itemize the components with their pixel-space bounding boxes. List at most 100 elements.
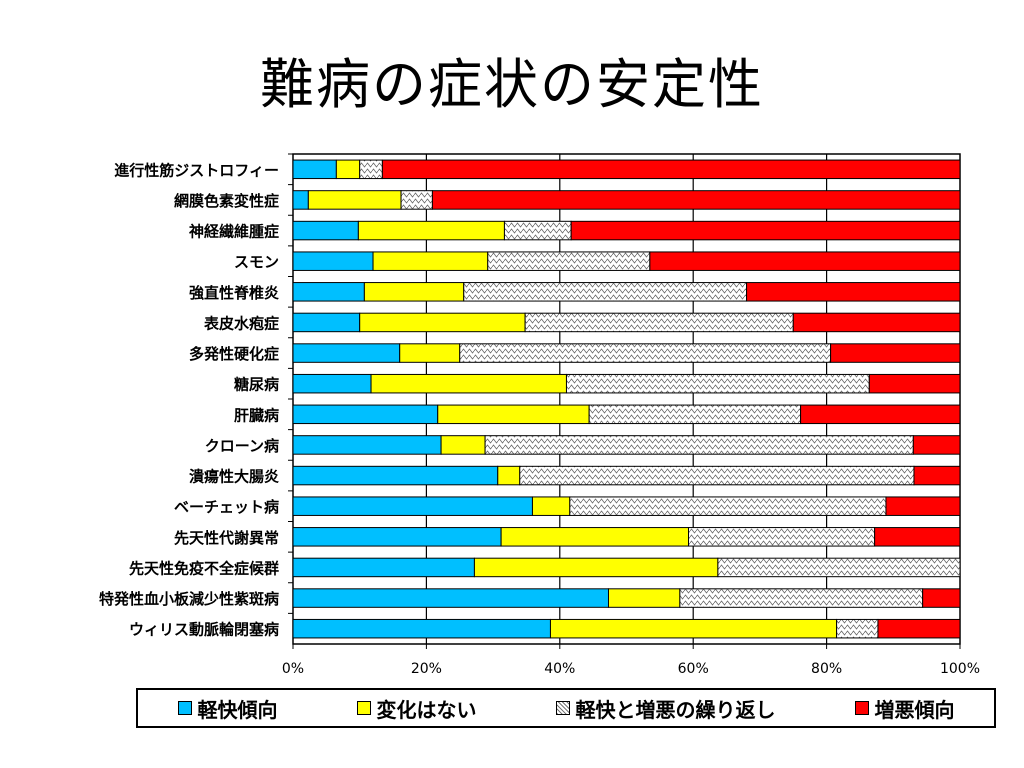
bar-no-change-15 [549, 618, 838, 639]
bar-no-change-8 [437, 404, 590, 425]
bar-worsening-3 [649, 251, 961, 271]
bar-no-change-1 [307, 190, 402, 210]
bar-fluctuating-15 [836, 618, 879, 639]
bar-worsening-5 [792, 312, 961, 333]
y-tick-label-2: 神経繊維腫症 [189, 223, 279, 241]
bar-worsening-4 [746, 282, 961, 302]
legend: 軽快傾向 変化はない 軽快と増悪の繰り返し 増悪傾向 [136, 688, 996, 728]
legend-item-worsening: 増悪傾向 [854, 694, 955, 723]
bar-no-change-0 [335, 159, 361, 180]
bar-worsening-1 [431, 190, 961, 210]
x-tick-label-4: 80% [811, 661, 842, 677]
bar-no-change-6 [399, 343, 461, 363]
bar-improving-2 [292, 220, 359, 241]
bar-improving-12 [292, 527, 502, 547]
bar-fluctuating-4 [463, 282, 748, 302]
bar-improving-8 [292, 404, 439, 425]
y-tick-label-3: スモン [234, 253, 279, 271]
plot-area: 0% 20% 40% 60% 80% 100% 進行性筋ジストロフィー網膜色素変性症神経繊維… [99, 153, 980, 677]
bar-fluctuating-8 [588, 404, 802, 425]
bar-fluctuating-12 [688, 527, 876, 547]
bar-improving-10 [292, 465, 499, 486]
legend-item-fluctuating: 軽快と増悪の繰り返し [555, 694, 776, 723]
bar-no-change-5 [359, 312, 526, 333]
bar-improving-11 [292, 496, 533, 516]
y-tick-label-12: 先天性代謝異常 [174, 529, 279, 547]
bar-worsening-11 [885, 496, 961, 516]
bar-no-change-3 [372, 251, 489, 271]
bar-worsening-0 [381, 159, 961, 180]
y-tick-label-14: 特発性血小板減少性紫斑病 [99, 590, 279, 608]
legend-label-fluctuating: 軽快と増悪の繰り返し [575, 697, 776, 722]
x-tick-label-2: 40% [544, 661, 575, 677]
bar-worsening-9 [912, 435, 961, 455]
chart-title: 難病の症状の安定性 [260, 53, 764, 116]
bar-no-change-4 [363, 282, 465, 302]
y-tick-label-5: 表皮水疱症 [204, 314, 279, 332]
y-tick-label-7: 糖尿病 [234, 376, 279, 394]
bar-worsening-2 [570, 220, 961, 241]
bar-improving-4 [292, 282, 365, 302]
bar-fluctuating-5 [524, 312, 794, 333]
y-tick-label-4: 強直性脊椎炎 [189, 284, 279, 302]
bar-improving-1 [292, 190, 309, 210]
bar-fluctuating-10 [519, 465, 915, 486]
legend-label-worsening: 増悪傾向 [874, 697, 955, 722]
x-tick-label-0: 0% [282, 661, 304, 677]
bar-improving-5 [292, 312, 361, 333]
legend-swatch-no-change [356, 701, 371, 715]
y-tick-label-8: 肝臓病 [234, 406, 279, 424]
bar-fluctuating-11 [569, 496, 887, 516]
y-tick-label-1: 網膜色素変性症 [174, 192, 279, 210]
bar-worsening-6 [830, 343, 961, 363]
bar-fluctuating-6 [459, 343, 832, 363]
bar-improving-6 [292, 343, 401, 363]
legend-label-no-change: 変化はない [376, 697, 477, 722]
y-tick-label-13: 先天性免疫不全症候群 [129, 559, 279, 577]
bar-improving-9 [292, 435, 442, 455]
bar-no-change-2 [357, 220, 505, 241]
bar-improving-0 [292, 159, 337, 180]
legend-label-improving: 軽快傾向 [197, 697, 278, 722]
bar-worsening-10 [913, 465, 961, 486]
bar-no-change-7 [370, 373, 567, 394]
bar-worsening-15 [877, 618, 961, 639]
bar-improving-7 [292, 373, 372, 394]
legend-swatch-worsening [854, 701, 869, 715]
bar-no-change-11 [531, 496, 571, 516]
y-tick-label-0: 進行性筋ジストロフィー [114, 161, 279, 179]
bar-fluctuating-3 [487, 251, 651, 271]
x-tick-label-5: 100% [940, 661, 980, 677]
x-tick-label-3: 60% [678, 661, 709, 677]
bar-no-change-13 [473, 557, 719, 578]
bar-worsening-8 [800, 404, 961, 425]
legend-item-no-change: 変化はない [356, 694, 477, 723]
bar-fluctuating-7 [565, 373, 870, 394]
bar-no-change-12 [500, 527, 690, 547]
bar-improving-15 [292, 618, 551, 639]
bar-improving-3 [292, 251, 374, 271]
y-tick-label-15: ウィリス動脈輪閉塞病 [129, 621, 279, 639]
bar-fluctuating-13 [717, 557, 961, 578]
bar-worsening-14 [922, 588, 961, 608]
bar-fluctuating-2 [503, 220, 572, 241]
stacked-bar-chart: 0% 20% 40% 60% 80% 100% 進行性筋ジストロフィー網膜色素変性症神経繊維… [99, 153, 980, 677]
y-tick-label-10: 潰瘍性大腸炎 [189, 468, 279, 486]
bar-worsening-12 [874, 527, 961, 547]
y-tick-label-9: クローン病 [205, 437, 279, 455]
bar-worsening-7 [868, 373, 961, 394]
bar-no-change-14 [607, 588, 681, 608]
legend-swatch-improving [177, 701, 192, 715]
y-tick-label-6: 多発性硬化症 [189, 345, 279, 363]
bar-fluctuating-0 [359, 159, 383, 180]
y-tick-label-11: ベーチェット病 [174, 498, 279, 516]
legend-item-improving: 軽快傾向 [177, 694, 278, 723]
x-tick-label-1: 20% [411, 661, 442, 677]
bar-improving-14 [292, 588, 609, 608]
bar-no-change-9 [440, 435, 486, 455]
legend-swatch-fluctuating [555, 701, 570, 715]
bar-fluctuating-9 [484, 435, 914, 455]
bar-improving-13 [292, 557, 475, 578]
bar-fluctuating-14 [679, 588, 924, 608]
bar-fluctuating-1 [400, 190, 433, 210]
